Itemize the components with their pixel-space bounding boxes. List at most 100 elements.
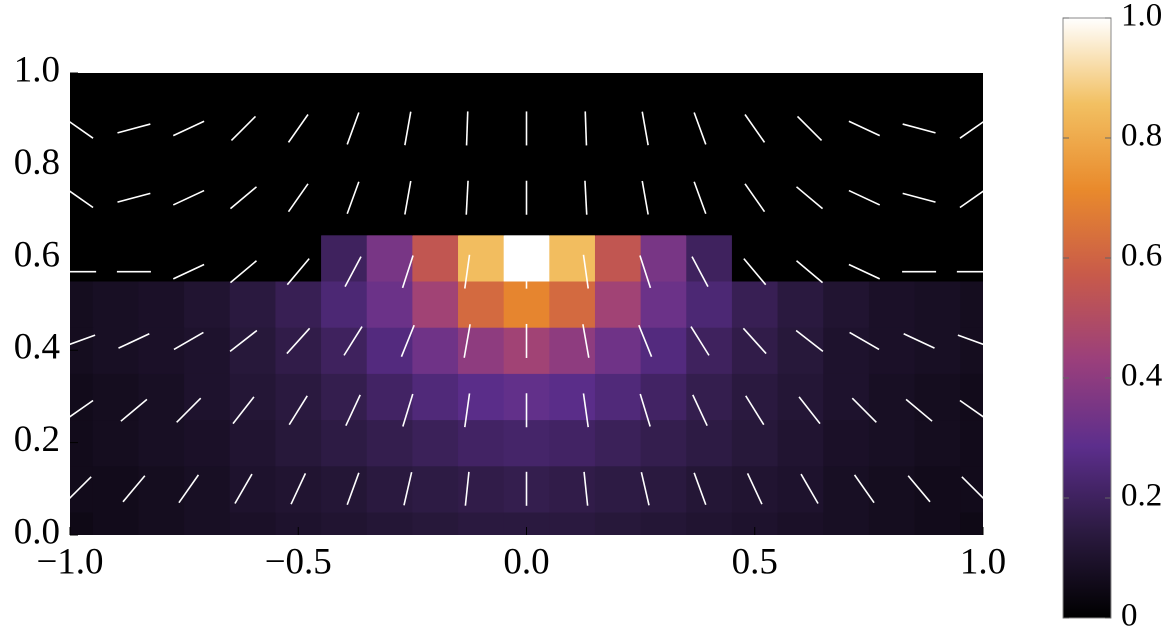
density-cell (594, 234, 642, 282)
density-cell (549, 373, 596, 421)
director-segment (795, 186, 824, 210)
colorbar (1062, 17, 1112, 619)
density-cell (960, 73, 983, 97)
density-cell (549, 511, 596, 535)
director-segment (117, 192, 151, 203)
director-segment (959, 399, 983, 418)
density-cell (868, 373, 916, 421)
density-cell (960, 188, 983, 236)
density-cell (184, 465, 231, 513)
density-cell (686, 327, 733, 374)
density-cell (70, 373, 94, 421)
director-segment (70, 190, 94, 209)
density-cell (92, 96, 140, 143)
density-cell (914, 234, 961, 282)
colorbar-tick-label: 0.4 (1121, 358, 1162, 394)
director-segment (404, 180, 412, 215)
density-cell (138, 188, 185, 236)
director-segment (639, 255, 652, 289)
density-cell (960, 465, 983, 513)
director-segment (229, 186, 258, 210)
density-cell (70, 188, 94, 236)
density-cell (321, 465, 368, 513)
density-cell (914, 188, 961, 236)
director-segment (582, 393, 590, 428)
density-cell (138, 419, 185, 467)
director-segment (690, 326, 710, 356)
density-cell (503, 419, 550, 467)
density-cell (184, 96, 231, 143)
density-cell (731, 373, 779, 421)
density-cell (777, 234, 824, 282)
density-cell (640, 511, 687, 535)
density-cell (960, 373, 983, 421)
colorbar-tick-label: 1.0 (1121, 0, 1162, 34)
density-cell (458, 511, 505, 535)
density-cell (594, 373, 642, 421)
density-cell (640, 73, 687, 97)
density-cell (138, 280, 185, 328)
density-cell (321, 142, 368, 190)
density-cell (549, 73, 596, 97)
director-segment (692, 394, 708, 427)
density-cell (686, 73, 733, 97)
density-cell (184, 73, 231, 97)
density-cell (70, 419, 94, 467)
director-segment (346, 181, 360, 214)
density-cell (640, 234, 687, 282)
density-cell (823, 511, 870, 535)
density-cell (549, 280, 596, 328)
density-cell (412, 234, 459, 282)
density-cell (686, 280, 733, 328)
density-cell (229, 234, 277, 282)
density-cell (914, 327, 961, 374)
density-cell (549, 188, 596, 236)
density-cell (823, 419, 870, 467)
density-cell (229, 511, 277, 535)
density-cell (92, 142, 140, 190)
x-tick-label: −0.5 (265, 541, 332, 582)
density-cell (823, 188, 870, 236)
density-cell (731, 327, 779, 374)
director-segment (849, 331, 880, 351)
density-cell (868, 142, 916, 190)
director-segment (959, 121, 983, 139)
density-cell (412, 511, 459, 535)
density-cell (640, 373, 687, 421)
density-cell (275, 511, 322, 535)
density-cell (823, 373, 870, 421)
density-cell (184, 234, 231, 282)
density-cell (275, 280, 322, 328)
y-tick-label: 1.0 (14, 49, 60, 90)
director-segment (465, 180, 469, 215)
colorbar-tick-label: 0 (1121, 598, 1138, 631)
density-cell (321, 327, 368, 374)
density-cell (92, 73, 140, 97)
density-cell (275, 419, 322, 467)
y-tick-label: 0.2 (14, 419, 60, 460)
density-cell (731, 280, 779, 328)
density-cell (777, 142, 824, 190)
density-cell (366, 234, 413, 282)
density-cell (458, 234, 505, 282)
density-cell (503, 73, 550, 97)
density-cell (686, 142, 733, 190)
director-segment (463, 254, 471, 289)
director-segment (743, 258, 767, 286)
density-cell (686, 96, 733, 143)
density-cell (458, 373, 505, 421)
density-cell (777, 511, 824, 535)
director-segment (584, 111, 588, 146)
director-segment (905, 398, 933, 422)
density-cell (275, 373, 322, 421)
density-cell (549, 419, 596, 467)
density-cell (640, 327, 687, 374)
density-cell (229, 419, 277, 467)
density-cell (503, 511, 550, 535)
director-segment (118, 333, 150, 349)
density-cell (412, 73, 459, 97)
density-cell (366, 96, 413, 143)
director-segment (639, 393, 651, 427)
density-cell (138, 96, 185, 143)
density-cell (184, 142, 231, 190)
